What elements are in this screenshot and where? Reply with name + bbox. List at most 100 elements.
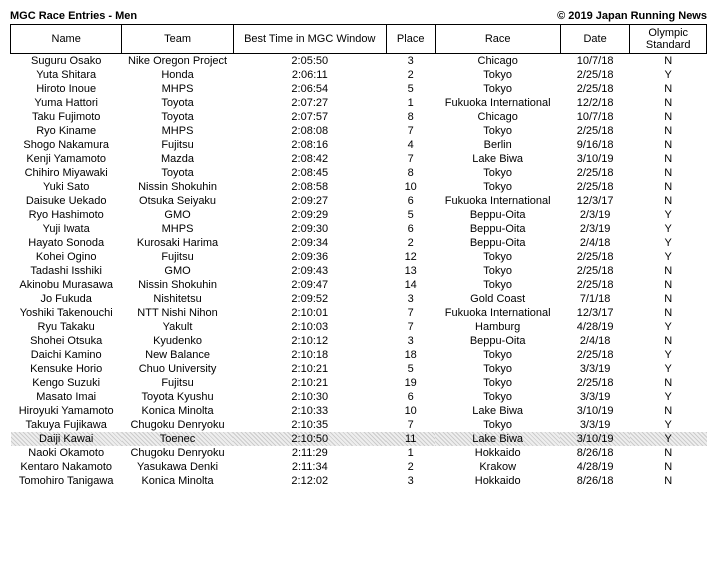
cell: 3/10/19 [560,404,630,418]
table-row: Masato ImaiToyota Kyushu2:10:306Tokyo3/3… [11,390,707,404]
cell: Konica Minolta [122,474,233,488]
cell: Chuo University [122,362,233,376]
cell: 2:11:34 [233,460,386,474]
cell: Y [630,68,707,82]
cell: 3/3/19 [560,362,630,376]
cell: 2 [386,68,435,82]
cell: 2:10:33 [233,404,386,418]
cell: 2:08:42 [233,152,386,166]
cell: Tokyo [435,264,560,278]
cell: Kengo Suzuki [11,376,122,390]
cell: N [630,334,707,348]
cell: 2/25/18 [560,180,630,194]
cell: Fukuoka International [435,96,560,110]
cell: Chihiro Miyawaki [11,166,122,180]
cell: 2:09:52 [233,292,386,306]
cell: 2/25/18 [560,166,630,180]
cell: 2:10:01 [233,306,386,320]
table-row: Kengo SuzukiFujitsu2:10:2119Tokyo2/25/18… [11,376,707,390]
cell: 6 [386,390,435,404]
cell: 2:08:08 [233,124,386,138]
cell: Chicago [435,110,560,124]
cell: Yuji Iwata [11,222,122,236]
cell: Masato Imai [11,390,122,404]
header-row: MGC Race Entries - Men © 2019 Japan Runn… [10,10,707,22]
cell: Toyota [122,166,233,180]
cell: Hamburg [435,320,560,334]
cell: 2/25/18 [560,376,630,390]
cell: Ryo Hashimoto [11,208,122,222]
cell: Nike Oregon Project [122,54,233,69]
cell: NTT Nishi Nihon [122,306,233,320]
cell: MHPS [122,124,233,138]
table-row: Suguru OsakoNike Oregon Project2:05:503C… [11,54,707,69]
cell: N [630,194,707,208]
table-row: Kentaro NakamotoYasukawa Denki2:11:342Kr… [11,460,707,474]
cell: 2:05:50 [233,54,386,69]
cell: 12/3/17 [560,194,630,208]
cell: 12/3/17 [560,306,630,320]
cell: 7 [386,418,435,432]
cell: Takuya Fujikawa [11,418,122,432]
cell: 8/26/18 [560,474,630,488]
cell: 2/3/19 [560,208,630,222]
cell: 2/25/18 [560,82,630,96]
cell: N [630,306,707,320]
cell: N [630,138,707,152]
col-std: Olympic Standard [630,25,707,54]
cell: Beppu-Oita [435,236,560,250]
cell: Yasukawa Denki [122,460,233,474]
cell: N [630,376,707,390]
cell: Toyota Kyushu [122,390,233,404]
cell: Tokyo [435,166,560,180]
table-row: Tadashi IsshikiGMO2:09:4313Tokyo2/25/18N [11,264,707,278]
cell: 13 [386,264,435,278]
cell: 11 [386,432,435,446]
cell: N [630,278,707,292]
cell: 2/25/18 [560,278,630,292]
cell: 3/10/19 [560,432,630,446]
cell: Lake Biwa [435,432,560,446]
cell: 1 [386,96,435,110]
cell: Berlin [435,138,560,152]
table-row: Naoki OkamotoChugoku Denryoku2:11:291Hok… [11,446,707,460]
cell: GMO [122,208,233,222]
cell: Shohei Otsuka [11,334,122,348]
cell: 4/28/19 [560,460,630,474]
cell: Konica Minolta [122,404,233,418]
table-row: Kenji YamamotoMazda2:08:427Lake Biwa3/10… [11,152,707,166]
cell: Y [630,348,707,362]
cell: Kenji Yamamoto [11,152,122,166]
cell: N [630,474,707,488]
cell: Lake Biwa [435,404,560,418]
cell: 2:06:54 [233,82,386,96]
cell: N [630,404,707,418]
cell: 4/28/19 [560,320,630,334]
col-race: Race [435,25,560,54]
cell: Hokkaido [435,474,560,488]
cell: Kyudenko [122,334,233,348]
cell: 2:10:12 [233,334,386,348]
cell: 1 [386,446,435,460]
cell: 2/25/18 [560,264,630,278]
cell: MHPS [122,82,233,96]
cell: Beppu-Oita [435,208,560,222]
col-team: Team [122,25,233,54]
table-row: Takuya FujikawaChugoku Denryoku2:10:357T… [11,418,707,432]
cell: 8/26/18 [560,446,630,460]
cell: 2:10:30 [233,390,386,404]
cell: Kensuke Horio [11,362,122,376]
cell: 2:09:30 [233,222,386,236]
table-row: Yoshiki TakenouchiNTT Nishi Nihon2:10:01… [11,306,707,320]
cell: 5 [386,208,435,222]
cell: Daisuke Uekado [11,194,122,208]
cell: Kohei Ogino [11,250,122,264]
cell: Fujitsu [122,250,233,264]
cell: Tomohiro Tanigawa [11,474,122,488]
cell: 2 [386,236,435,250]
cell: Tokyo [435,348,560,362]
cell: Nissin Shokuhin [122,180,233,194]
cell: 2:10:50 [233,432,386,446]
col-date: Date [560,25,630,54]
cell: N [630,152,707,166]
